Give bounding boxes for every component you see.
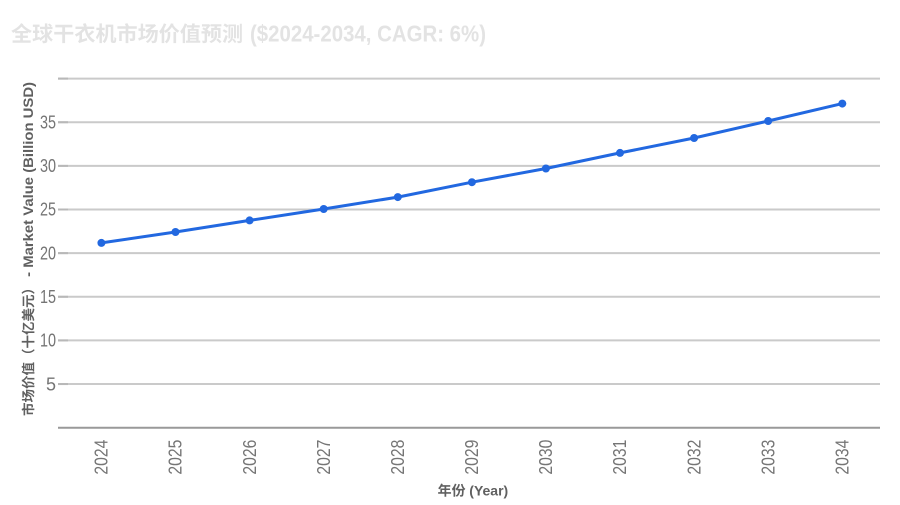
svg-text:20: 20: [40, 243, 56, 263]
svg-text:15: 15: [40, 287, 56, 307]
svg-text:2031: 2031: [610, 440, 630, 475]
svg-text:2029: 2029: [462, 440, 482, 475]
svg-text:2033: 2033: [758, 440, 778, 475]
svg-text:2030: 2030: [536, 440, 556, 475]
svg-text:2034: 2034: [833, 440, 853, 475]
svg-text:2027: 2027: [314, 440, 334, 475]
svg-text:2025: 2025: [166, 440, 186, 475]
svg-text:($2024-2034, CAGR: 6%): ($2024-2034, CAGR: 6%): [250, 20, 486, 46]
svg-text:2032: 2032: [684, 440, 704, 475]
svg-text:(Year): (Year): [469, 483, 508, 499]
svg-text:- Market Value (Billion USD): - Market Value (Billion USD): [21, 82, 36, 281]
svg-text:2024: 2024: [92, 440, 112, 475]
svg-text:5: 5: [46, 374, 56, 394]
svg-text:2026: 2026: [240, 440, 260, 475]
svg-text:2028: 2028: [388, 440, 408, 475]
svg-text:30: 30: [40, 156, 56, 176]
svg-text:25: 25: [40, 200, 56, 220]
svg-text:35: 35: [40, 112, 56, 132]
svg-text:10: 10: [40, 331, 56, 351]
